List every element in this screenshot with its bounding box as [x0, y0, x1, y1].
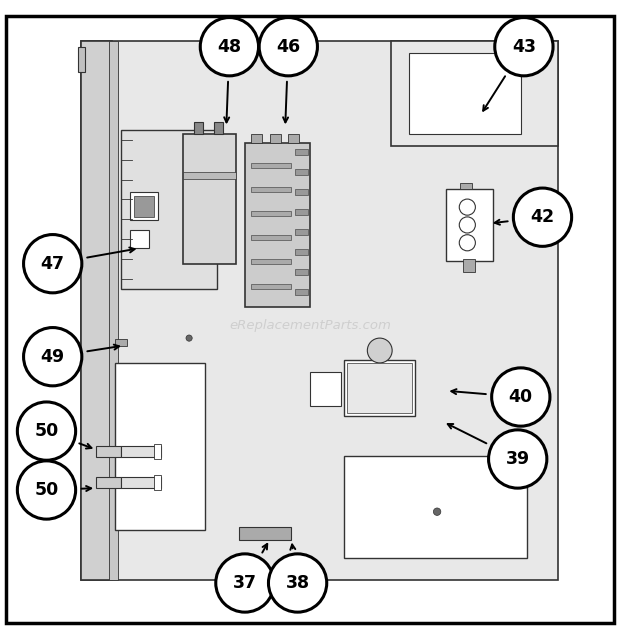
Circle shape — [459, 235, 476, 251]
Bar — [294, 149, 308, 155]
Bar — [294, 189, 308, 195]
Bar — [214, 122, 223, 134]
Text: 50: 50 — [34, 422, 59, 440]
Circle shape — [492, 368, 550, 426]
Bar — [130, 229, 149, 248]
Text: eReplacementParts.com: eReplacementParts.com — [229, 320, 391, 332]
Bar — [183, 172, 236, 179]
Text: 50: 50 — [34, 481, 59, 499]
Bar — [115, 339, 127, 346]
Circle shape — [459, 217, 476, 233]
Bar — [344, 360, 415, 415]
Bar — [81, 40, 112, 580]
Bar — [288, 134, 299, 142]
Bar — [251, 211, 291, 216]
Circle shape — [216, 554, 274, 612]
Bar — [294, 288, 308, 295]
Bar — [344, 456, 527, 558]
Circle shape — [200, 17, 259, 76]
Circle shape — [433, 508, 441, 516]
Bar — [154, 444, 161, 459]
Bar — [121, 130, 217, 288]
Bar — [134, 196, 154, 217]
Bar — [251, 134, 262, 142]
Text: 46: 46 — [277, 38, 300, 56]
Bar — [294, 249, 308, 255]
Circle shape — [186, 335, 192, 341]
Bar — [310, 372, 341, 406]
Text: 47: 47 — [41, 255, 64, 273]
Bar — [294, 169, 308, 175]
Bar — [245, 142, 310, 307]
Text: 49: 49 — [41, 348, 64, 366]
Bar — [194, 122, 203, 134]
Text: 37: 37 — [233, 574, 257, 592]
Bar — [251, 284, 291, 288]
Bar — [251, 235, 291, 240]
Bar — [81, 40, 558, 580]
Bar — [294, 209, 308, 215]
Bar — [347, 363, 412, 413]
Circle shape — [17, 461, 76, 519]
Bar — [78, 47, 85, 72]
Circle shape — [495, 17, 553, 76]
Circle shape — [259, 17, 317, 76]
Bar — [446, 189, 493, 261]
Bar — [121, 446, 161, 457]
Bar — [130, 192, 158, 220]
Circle shape — [459, 199, 476, 215]
Bar — [239, 527, 291, 539]
Text: 39: 39 — [506, 450, 529, 468]
Bar — [96, 446, 121, 457]
Text: 48: 48 — [218, 38, 241, 56]
Bar — [391, 40, 558, 146]
Circle shape — [513, 188, 572, 247]
Bar — [251, 259, 291, 265]
Bar — [121, 477, 161, 488]
Circle shape — [24, 235, 82, 293]
Text: 42: 42 — [531, 208, 554, 226]
Bar — [251, 163, 291, 167]
Circle shape — [367, 338, 392, 363]
Bar — [270, 134, 281, 142]
Text: 38: 38 — [286, 574, 309, 592]
Circle shape — [24, 328, 82, 386]
Bar — [115, 363, 205, 530]
Circle shape — [17, 402, 76, 460]
Bar — [154, 475, 161, 490]
Circle shape — [268, 554, 327, 612]
Text: 40: 40 — [509, 388, 533, 406]
Bar — [463, 259, 475, 272]
Bar — [409, 53, 521, 134]
Bar — [294, 229, 308, 235]
Circle shape — [489, 430, 547, 488]
Bar — [108, 40, 118, 580]
Bar — [460, 183, 471, 189]
Text: 43: 43 — [512, 38, 536, 56]
Bar — [294, 268, 308, 275]
Bar — [251, 187, 291, 192]
Bar — [183, 134, 236, 264]
Bar — [96, 477, 121, 488]
